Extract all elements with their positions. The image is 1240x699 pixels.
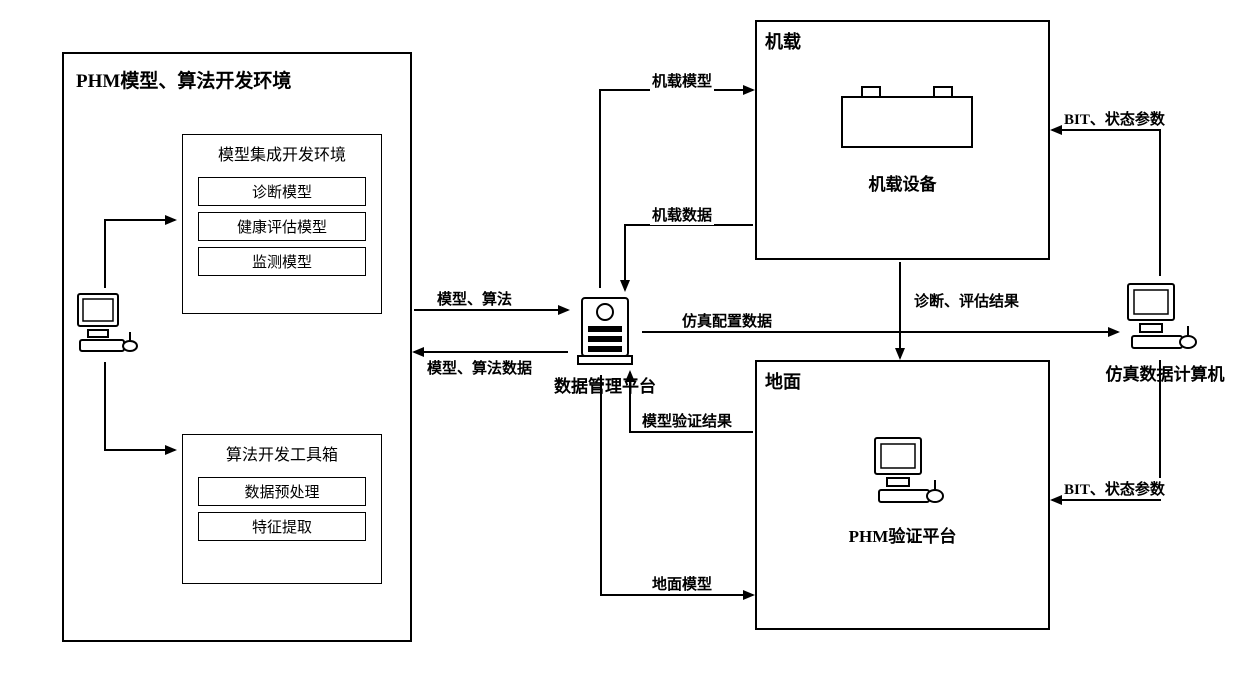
phm-verify-label: PHM验证平台 (757, 522, 1048, 547)
edge-model-verify: 模型验证结果 (640, 410, 734, 431)
algo-toolbox-box: 算法开发工具箱 数据预处理 特征提取 (182, 434, 382, 584)
data-platform-icon (570, 290, 640, 370)
phm-env-title: PHM模型、算法开发环境 (76, 66, 291, 93)
ground-title: 地面 (765, 368, 801, 394)
data-platform-label: 数据管理平台 (545, 372, 665, 397)
ground-box: 地面 PHM验证平台 (755, 360, 1050, 630)
phm-verify-computer-icon (867, 432, 947, 512)
onboard-box: 机载 机载设备 (755, 20, 1050, 260)
edge-bit-state-1: BIT、状态参数 (1062, 108, 1167, 129)
edge-sim-config: 仿真配置数据 (680, 310, 774, 331)
algo-item-0: 数据预处理 (198, 477, 366, 506)
algo-toolbox-title: 算法开发工具箱 (183, 435, 381, 471)
onboard-device-icon (827, 77, 987, 167)
edge-onboard-data: 机载数据 (650, 204, 714, 225)
onboard-title: 机载 (765, 28, 801, 54)
workstation-icon (72, 290, 142, 365)
model-ide-item-2: 监测模型 (198, 247, 366, 276)
model-ide-item-1: 健康评估模型 (198, 212, 366, 241)
edge-ground-model: 地面模型 (650, 573, 714, 594)
model-ide-box: 模型集成开发环境 诊断模型 健康评估模型 监测模型 (182, 134, 382, 314)
diagram-canvas: PHM模型、算法开发环境 模型集成开发环境 诊断模型 健康评估模型 监测模型 算… (0, 0, 1240, 699)
model-ide-title: 模型集成开发环境 (183, 135, 381, 171)
edge-model-algo: 模型、算法 (435, 288, 514, 309)
sim-computer-icon (1120, 278, 1200, 358)
sim-computer-label: 仿真数据计算机 (1095, 360, 1235, 385)
edge-onboard-model: 机载模型 (650, 70, 714, 91)
edge-model-algo-data: 模型、算法数据 (425, 357, 534, 378)
model-ide-item-0: 诊断模型 (198, 177, 366, 206)
algo-item-1: 特征提取 (198, 512, 366, 541)
edge-diag-eval: 诊断、评估结果 (912, 290, 1021, 311)
onboard-device-label: 机载设备 (757, 170, 1048, 195)
edge-bit-state-2: BIT、状态参数 (1062, 478, 1167, 499)
